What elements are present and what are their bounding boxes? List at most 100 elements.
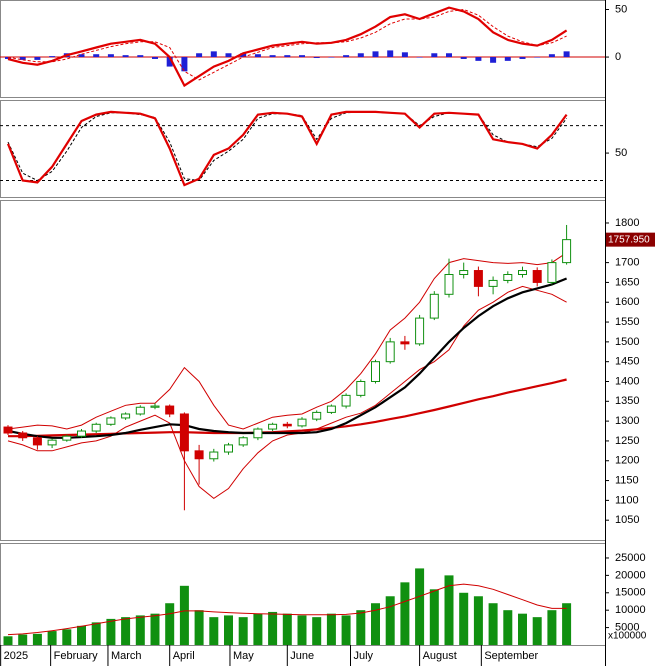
candle-body xyxy=(194,450,204,460)
multiplier-label: x100000 xyxy=(608,631,647,642)
volume-bar xyxy=(179,585,189,645)
candle-body xyxy=(165,405,175,415)
volume-bar xyxy=(415,568,425,645)
histogram-bar xyxy=(475,57,482,61)
histogram-bar xyxy=(401,52,408,58)
volume-bar xyxy=(459,592,469,645)
x-tick-label: June xyxy=(290,650,314,662)
panel-frame xyxy=(0,100,606,198)
volume-bar xyxy=(194,610,204,645)
candle-body xyxy=(459,270,469,275)
histogram-bar xyxy=(313,57,320,59)
histogram-bar xyxy=(254,54,261,58)
candle-body xyxy=(282,423,292,427)
volume-bar xyxy=(47,631,57,645)
candle-body xyxy=(488,279,498,287)
histogram-bar xyxy=(387,50,394,58)
candle-body xyxy=(547,262,557,283)
indicator-line xyxy=(6,110,568,187)
x-tick-label: February xyxy=(54,650,99,662)
volume-bar xyxy=(62,629,72,645)
histogram-bar xyxy=(519,57,526,59)
y-tick-label: 20000 xyxy=(615,569,646,581)
candle-body xyxy=(18,432,28,439)
histogram-bar xyxy=(416,57,423,58)
x-tick-label: August xyxy=(423,650,457,662)
y-tick-label: 1550 xyxy=(615,316,639,328)
histogram-bar xyxy=(166,57,173,67)
histogram-bar xyxy=(372,51,379,58)
candle-body xyxy=(224,444,233,453)
volume-bar xyxy=(297,615,307,645)
volume-bar xyxy=(121,617,131,645)
volume-bar xyxy=(106,618,116,645)
histogram-bar xyxy=(299,55,305,58)
histogram-bar xyxy=(210,51,217,58)
y-tick-label: 0 xyxy=(615,51,621,63)
histogram-bar xyxy=(460,57,467,59)
y-tick-label: 1150 xyxy=(615,474,639,486)
volume-bar xyxy=(429,589,439,645)
y-tick-label: 1100 xyxy=(615,494,639,506)
y-tick-label: 1400 xyxy=(615,375,639,387)
indicator-line xyxy=(7,6,568,88)
histogram-bar xyxy=(93,54,100,58)
volume-bar xyxy=(209,617,219,645)
histogram-bar xyxy=(122,55,129,58)
volume-bar xyxy=(547,610,557,645)
histogram-bar xyxy=(284,55,291,58)
last-price-label: 1757.950 xyxy=(608,234,650,245)
histogram-bar xyxy=(152,57,158,59)
volume-bar xyxy=(312,617,322,645)
volume-bar xyxy=(224,615,233,645)
histogram-bar xyxy=(431,53,438,58)
candle-body xyxy=(179,413,189,452)
y-tick-label: 10000 xyxy=(615,604,646,616)
candle-body xyxy=(444,273,454,295)
histogram-bar xyxy=(5,57,11,59)
volume-bar xyxy=(3,636,13,645)
indicator-line xyxy=(7,583,567,636)
y-tick-label: 1600 xyxy=(615,296,639,308)
y-tick-label: 1800 xyxy=(615,217,639,229)
volume-bar xyxy=(444,575,454,645)
volume-bar xyxy=(238,617,248,645)
volume-bar xyxy=(165,603,175,645)
candle-body xyxy=(62,435,72,441)
histogram-bar xyxy=(534,57,541,58)
y-tick-label: 1200 xyxy=(615,455,639,467)
candle-body xyxy=(312,411,322,420)
y-tick-label: 5000 xyxy=(615,622,639,634)
candle-body xyxy=(253,428,263,439)
indicator-line xyxy=(7,252,567,430)
indicator-line xyxy=(7,8,567,81)
candle-body xyxy=(3,426,13,434)
candle-body xyxy=(135,406,145,415)
histogram-bar xyxy=(548,54,555,58)
y-tick-label: 1700 xyxy=(615,257,639,269)
volume-bar xyxy=(32,633,42,645)
y-tick-label: 15000 xyxy=(615,587,646,599)
volume-bar xyxy=(77,625,86,645)
volume-bar xyxy=(282,613,292,645)
x-tick-label: April xyxy=(173,650,195,662)
y-tick-label: 50 xyxy=(615,3,627,15)
x-tick-label: May xyxy=(233,650,254,662)
candle-body xyxy=(106,417,116,425)
y-tick-label: 1650 xyxy=(615,276,639,288)
last-price-box xyxy=(606,232,655,247)
candle-body xyxy=(371,361,380,382)
candle-body xyxy=(91,423,101,432)
histogram-bar xyxy=(357,53,364,58)
y-tick-label: 1350 xyxy=(615,395,639,407)
histogram-bar xyxy=(328,57,335,58)
volume-bar xyxy=(518,613,527,645)
y-tick-label: 1300 xyxy=(615,415,639,427)
y-tick-label: 1450 xyxy=(615,356,639,368)
x-tick-label: September xyxy=(484,650,538,662)
candle-body xyxy=(532,270,542,283)
histogram-bar xyxy=(19,57,26,60)
indicator-line xyxy=(7,277,568,439)
volume-bar xyxy=(503,610,513,645)
